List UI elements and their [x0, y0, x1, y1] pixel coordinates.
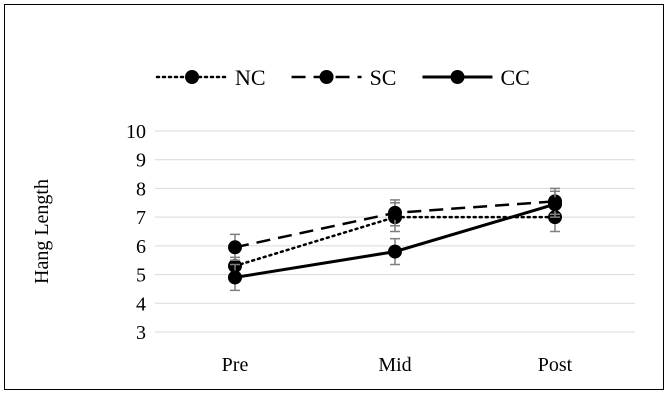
legend: NC SC CC [155, 65, 530, 90]
data-point [228, 240, 242, 255]
y-tick-label: 4 [136, 293, 146, 315]
legend-item-sc: SC [291, 65, 397, 90]
data-point [388, 244, 402, 259]
y-tick-label: 6 [136, 236, 146, 258]
legend-marker [319, 70, 334, 84]
y-tick-labels: 3 4 5 6 7 8 9 10 [126, 121, 146, 344]
legend-label: NC [235, 65, 266, 90]
legend-item-cc: CC [422, 65, 530, 90]
series-layer [228, 187, 562, 292]
data-point [228, 270, 242, 285]
data-point [548, 197, 562, 212]
legend-label: CC [500, 65, 529, 90]
legend-label: SC [370, 65, 397, 90]
x-tick-label: Pre [222, 354, 249, 376]
y-tick-label: 8 [136, 178, 146, 200]
legend-marker [450, 70, 465, 84]
x-tick-label: Post [538, 354, 573, 376]
y-tick-label: 10 [126, 121, 146, 143]
y-axis-title: Hang Length [31, 179, 53, 284]
series-sc [228, 187, 562, 261]
legend-marker [185, 70, 199, 84]
y-tick-label: 9 [136, 150, 146, 172]
legend-item-nc: NC [155, 65, 266, 90]
y-tick-label: 3 [136, 322, 146, 344]
x-tick-label: Mid [378, 354, 411, 376]
y-tick-label: 5 [136, 265, 146, 287]
data-point [388, 205, 402, 220]
y-tick-label: 7 [136, 207, 146, 229]
series-cc [228, 190, 562, 292]
x-tick-labels: Pre Mid Post [222, 354, 573, 376]
